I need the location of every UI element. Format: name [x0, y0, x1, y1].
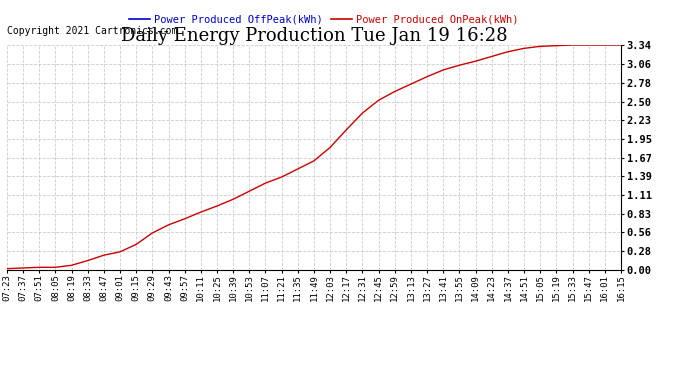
Text: Copyright 2021 Cartronics.com: Copyright 2021 Cartronics.com [7, 26, 177, 36]
Legend: Power Produced OffPeak(kWh), Power Produced OnPeak(kWh): Power Produced OffPeak(kWh), Power Produ… [129, 14, 518, 24]
Title: Daily Energy Production Tue Jan 19 16:28: Daily Energy Production Tue Jan 19 16:28 [121, 27, 507, 45]
